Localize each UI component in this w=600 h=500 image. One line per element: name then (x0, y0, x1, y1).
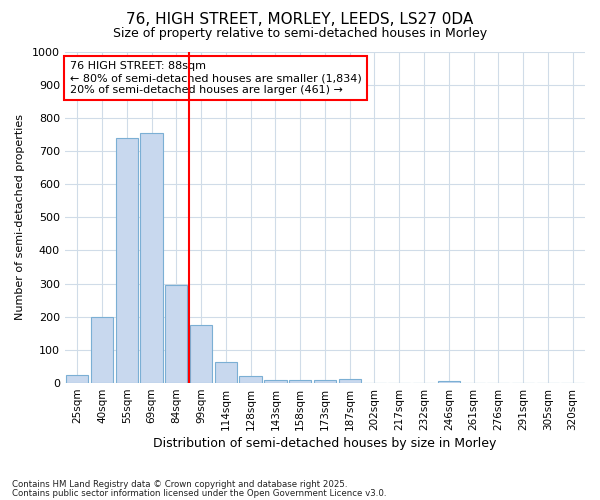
Bar (190, 325, 212, 383)
Text: Contains public sector information licensed under the Open Government Licence v3: Contains public sector information licen… (12, 488, 386, 498)
X-axis label: Distribution of semi-detached houses by size in Morley: Distribution of semi-detached houses by … (153, 437, 497, 450)
Bar (66, 375, 88, 383)
Bar (314, 380, 336, 383)
Text: Size of property relative to semi-detached houses in Morley: Size of property relative to semi-detach… (113, 28, 487, 40)
Bar (116, 138, 138, 383)
Bar (264, 380, 287, 383)
Y-axis label: Number of semi-detached properties: Number of semi-detached properties (15, 114, 25, 320)
Text: 76, HIGH STREET, MORLEY, LEEDS, LS27 0DA: 76, HIGH STREET, MORLEY, LEEDS, LS27 0DA (127, 12, 473, 28)
Bar (338, 379, 361, 383)
Text: Contains HM Land Registry data © Crown copyright and database right 2025.: Contains HM Land Registry data © Crown c… (12, 480, 347, 489)
Bar (289, 380, 311, 383)
Bar (437, 382, 460, 383)
Bar (140, 132, 163, 383)
Bar (91, 317, 113, 383)
Bar (165, 286, 187, 383)
Bar (239, 376, 262, 383)
Bar (215, 362, 237, 383)
Text: 76 HIGH STREET: 88sqm
← 80% of semi-detached houses are smaller (1,834)
20% of s: 76 HIGH STREET: 88sqm ← 80% of semi-deta… (70, 62, 362, 94)
